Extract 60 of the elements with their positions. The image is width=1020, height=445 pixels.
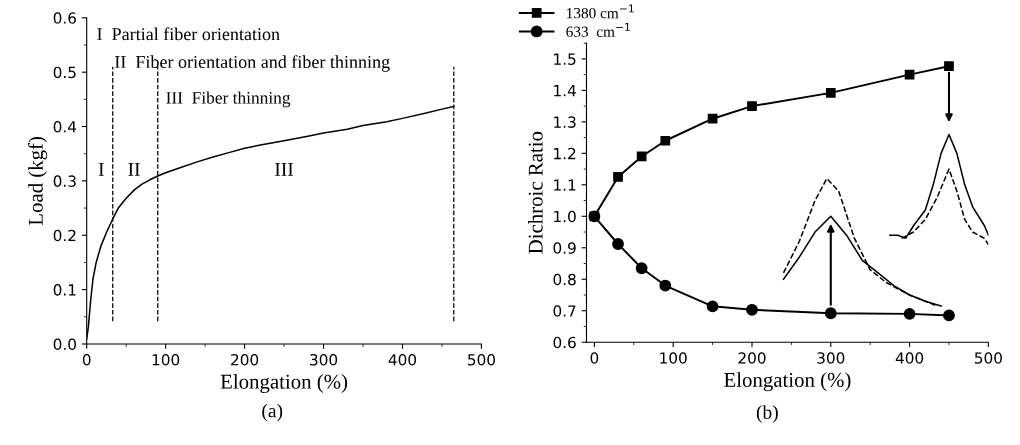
point [660,135,671,146]
annotation: II Fiber orientation and fiber thinning [114,55,390,72]
legend-label: 633 cm$^{−1}$ [566,23,630,37]
point [636,151,647,162]
y-tick-label: 0.4 [53,120,77,133]
y-tick-label: 0.6 [553,336,576,349]
point [903,307,916,320]
x-tick-label: 300 [310,353,338,366]
x-tick-label: 100 [660,352,687,364]
y-tick-label: 1.4 [554,85,576,97]
x-tick-label: 500 [974,352,1002,364]
annotation: III Fiber thinning [166,91,291,108]
x-tick-label: 0 [590,352,599,364]
text: (a) [262,403,283,422]
line-series [782,177,938,307]
y-tick-label: 0.8 [553,273,576,286]
y-tick-label: 0.1 [53,284,76,296]
x-tick-label: 500 [468,353,496,366]
point [904,69,915,80]
y-tick-label: 1.2 [554,147,576,160]
point [635,262,648,275]
y-tick-label: 1.1 [554,179,576,191]
annotation: III [275,163,294,176]
x-tick-label: 100 [152,353,180,366]
x-axis-title: Elongation (%) [220,374,348,393]
annotation: II [128,163,140,176]
y-tick-label: 1.5 [554,53,576,65]
x-axis-title: Elongation (%) [724,372,851,392]
x-tick-label: 300 [817,352,845,364]
point [825,88,836,98]
text: (b) [756,405,778,423]
point [706,300,719,313]
y-tick-label: 0.7 [553,305,576,317]
y-tick-label: 0.9 [553,242,576,254]
y-tick-label: 0.6 [53,12,77,24]
point [824,307,837,320]
x-tick-label: 0 [82,353,91,366]
point [613,172,623,182]
annotation: I [98,163,104,176]
y-tick-label: 1.3 [554,116,576,128]
point [707,113,718,124]
legend-label: 1380 cm$^{−1}$ [567,4,634,19]
x-tick-label: 200 [738,352,766,364]
y-tick-label: 0.5 [53,66,76,79]
y-tick-label: 0.0 [53,338,76,351]
point [747,101,757,111]
point [944,61,954,72]
point [943,309,955,322]
point [612,238,624,250]
x-tick-label: 200 [231,353,259,366]
y-axis-title: Dichroic Ratio [528,131,543,254]
x-tick-label: 400 [388,353,417,366]
y-tick-label: 0.2 [53,229,76,242]
y-axis-title: Load (kgf) [27,136,48,226]
point [746,303,758,316]
point [659,279,672,292]
y-tick-label: 1.0 [554,210,576,223]
x-tick-label: 400 [895,352,924,364]
annotation: I Partial fiber orientation [97,27,280,41]
y-tick-label: 0.3 [53,175,76,187]
